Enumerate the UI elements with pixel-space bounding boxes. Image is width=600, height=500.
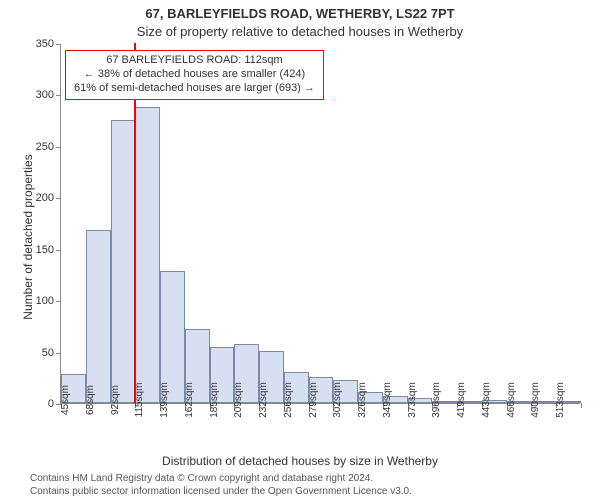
y-tick-label: 150 <box>19 244 54 256</box>
x-tick-label: 513sqm <box>555 382 566 418</box>
x-tick-label: 139sqm <box>159 382 170 418</box>
x-tick-label: 326sqm <box>357 382 368 418</box>
y-tick-label: 350 <box>19 38 54 50</box>
x-tick-label: 45sqm <box>60 385 71 415</box>
y-tick <box>56 301 61 302</box>
chart-title: 67, BARLEYFIELDS ROAD, WETHERBY, LS22 7P… <box>0 6 600 21</box>
y-tick-label: 300 <box>19 89 54 101</box>
x-tick-label: 68sqm <box>85 385 96 415</box>
x-tick-label: 162sqm <box>184 382 195 418</box>
y-tick <box>56 353 61 354</box>
y-tick <box>56 198 61 199</box>
x-tick-label: 419sqm <box>456 382 467 418</box>
x-tick-label: 256sqm <box>283 382 294 418</box>
histogram-bar <box>86 230 111 403</box>
annotation-box: 67 BARLEYFIELDS ROAD: 112sqm← 38% of det… <box>65 50 324 100</box>
y-tick <box>56 44 61 45</box>
x-tick-label: 279sqm <box>308 382 319 418</box>
x-axis-label: Distribution of detached houses by size … <box>0 454 600 468</box>
annotation-line: 61% of semi-detached houses are larger (… <box>74 82 315 96</box>
y-tick-label: 250 <box>19 141 54 153</box>
x-tick-label: 302sqm <box>332 382 343 418</box>
x-tick-label: 443sqm <box>481 382 492 418</box>
x-tick-label: 466sqm <box>506 382 517 418</box>
x-tick-label: 92sqm <box>110 385 121 415</box>
footer-line-1: Contains HM Land Registry data © Crown c… <box>30 473 373 484</box>
y-tick <box>56 250 61 251</box>
footer-attribution: Contains HM Land Registry data © Crown c… <box>30 473 590 498</box>
chart-subtitle: Size of property relative to detached ho… <box>0 24 600 39</box>
histogram-bar <box>135 107 160 403</box>
x-tick-label: 349sqm <box>382 382 393 418</box>
y-tick-label: 0 <box>19 398 54 410</box>
annotation-line: 67 BARLEYFIELDS ROAD: 112sqm <box>74 54 315 68</box>
annotation-line: ← 38% of detached houses are smaller (42… <box>74 68 315 82</box>
y-tick <box>56 147 61 148</box>
y-tick-label: 50 <box>19 347 54 359</box>
x-tick-label: 185sqm <box>209 382 220 418</box>
x-tick-label: 396sqm <box>431 382 442 418</box>
x-tick-label: 490sqm <box>530 382 541 418</box>
footer-line-2: Contains public sector information licen… <box>30 486 590 499</box>
y-tick-label: 200 <box>19 192 54 204</box>
y-tick-label: 100 <box>19 295 54 307</box>
x-tick-label: 209sqm <box>233 382 244 418</box>
y-tick <box>56 95 61 96</box>
x-tick-label: 232sqm <box>258 382 269 418</box>
plot-area: 05010015020025030035045sqm68sqm92sqm115s… <box>60 44 580 404</box>
chart-container: 67, BARLEYFIELDS ROAD, WETHERBY, LS22 7P… <box>0 0 600 500</box>
x-tick-label: 373sqm <box>407 382 418 418</box>
histogram-bar <box>111 120 136 403</box>
x-tick <box>581 403 582 408</box>
